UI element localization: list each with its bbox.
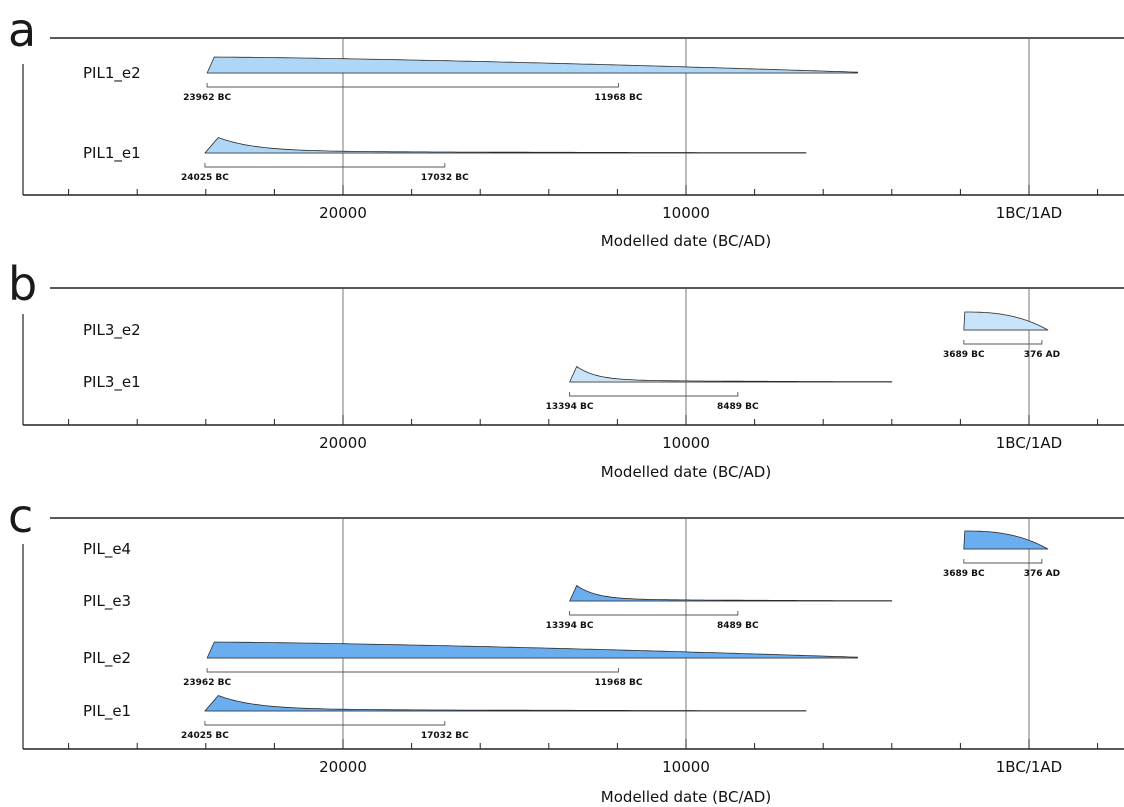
panel-letter: b bbox=[8, 257, 37, 311]
range-end-label: 11968 BC bbox=[595, 678, 643, 688]
range-start-label: 3689 BC bbox=[943, 350, 985, 360]
row-PIL_e3: PIL_e3 13394 BC 8489 BC bbox=[83, 585, 893, 631]
range-start-label: 24025 BC bbox=[181, 173, 229, 183]
row-PIL_e4: PIL_e4 3689 BC 376 AD bbox=[83, 530, 1060, 579]
row-label: PIL1_e2 bbox=[83, 64, 141, 83]
tick-label: 10000 bbox=[662, 434, 710, 452]
panel-letter: c bbox=[8, 489, 33, 543]
hpd-range-bracket bbox=[569, 392, 739, 397]
row-label: PIL3_e2 bbox=[83, 321, 141, 340]
row-PIL1_e1: PIL1_e1 24025 BC 17032 BC bbox=[83, 137, 807, 183]
panel-c: c 20000 10000 1BC/1AD Modelled date (BC/AD) P… bbox=[8, 489, 1124, 806]
range-start-label: 13394 BC bbox=[546, 402, 594, 412]
hpd-range-bracket bbox=[204, 721, 446, 726]
row-PIL1_e2: PIL1_e2 23962 BC 11968 BC bbox=[83, 56, 858, 103]
panel-b: b 20000 10000 1BC/1AD Modelled date (BC/AD) P… bbox=[8, 257, 1124, 481]
range-end-label: 11968 BC bbox=[595, 93, 643, 103]
tick-label: 1BC/1AD bbox=[996, 204, 1062, 222]
range-start-label: 13394 BC bbox=[546, 621, 594, 631]
range-start-label: 23962 BC bbox=[183, 678, 231, 688]
range-end-label: 17032 BC bbox=[421, 731, 469, 741]
posterior-distribution bbox=[569, 366, 893, 383]
hpd-range-bracket bbox=[963, 559, 1043, 564]
posterior-distribution bbox=[204, 137, 807, 154]
row-PIL_e1: PIL_e1 24025 BC 17032 BC bbox=[83, 695, 807, 741]
x-axis-title: Modelled date (BC/AD) bbox=[601, 463, 771, 481]
posterior-distribution bbox=[569, 585, 893, 602]
panel-a: a 20000 10000 1BC/1AD Modelled date (BC/AD) P… bbox=[8, 3, 1124, 250]
range-start-label: 23962 BC bbox=[183, 93, 231, 103]
posterior-distribution bbox=[206, 56, 858, 74]
row-label: PIL1_e1 bbox=[83, 144, 141, 163]
x-axis-title: Modelled date (BC/AD) bbox=[601, 232, 771, 250]
range-start-label: 3689 BC bbox=[943, 569, 985, 579]
posterior-distribution bbox=[206, 641, 858, 659]
range-end-label: 376 AD bbox=[1024, 350, 1060, 360]
range-end-label: 376 AD bbox=[1024, 569, 1060, 579]
tick-label: 1BC/1AD bbox=[996, 434, 1062, 452]
hpd-range-bracket bbox=[963, 340, 1043, 345]
panel-letter: a bbox=[8, 3, 36, 57]
range-end-label: 8489 BC bbox=[717, 621, 759, 631]
posterior-distribution bbox=[963, 311, 1049, 331]
tick-label: 10000 bbox=[662, 204, 710, 222]
tick-label: 20000 bbox=[319, 434, 367, 452]
tick-label: 20000 bbox=[319, 758, 367, 776]
row-PIL_e2: PIL_e2 23962 BC 11968 BC bbox=[83, 641, 858, 688]
row-label: PIL_e2 bbox=[83, 649, 131, 668]
range-end-label: 17032 BC bbox=[421, 173, 469, 183]
range-end-label: 8489 BC bbox=[717, 402, 759, 412]
row-label: PIL_e1 bbox=[83, 702, 131, 721]
row-PIL3_e2: PIL3_e2 3689 BC 376 AD bbox=[83, 311, 1060, 360]
hpd-range-bracket bbox=[206, 83, 619, 88]
posterior-distribution bbox=[963, 530, 1049, 550]
tick-label: 1BC/1AD bbox=[996, 758, 1062, 776]
range-start-label: 24025 BC bbox=[181, 731, 229, 741]
tick-label: 20000 bbox=[319, 204, 367, 222]
row-PIL3_e1: PIL3_e1 13394 BC 8489 BC bbox=[83, 366, 893, 412]
row-label: PIL3_e1 bbox=[83, 373, 141, 392]
posterior-distribution bbox=[204, 695, 807, 712]
x-axis-title: Modelled date (BC/AD) bbox=[601, 788, 771, 806]
hpd-range-bracket bbox=[204, 163, 446, 168]
row-label: PIL_e4 bbox=[83, 540, 131, 559]
hpd-range-bracket bbox=[206, 668, 619, 673]
tick-label: 10000 bbox=[662, 758, 710, 776]
hpd-range-bracket bbox=[569, 611, 739, 616]
row-label: PIL_e3 bbox=[83, 592, 131, 611]
